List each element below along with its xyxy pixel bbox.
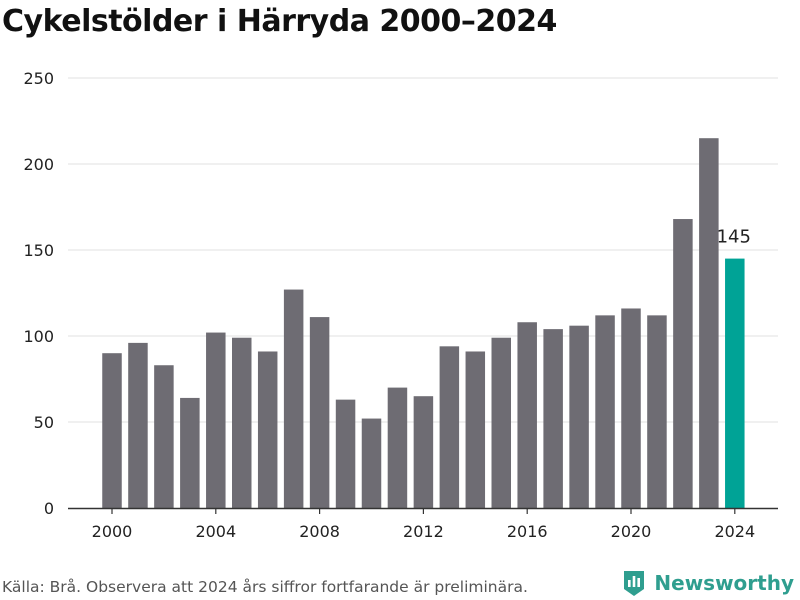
bar-2021 (647, 315, 667, 508)
data-label-2024: 145 (717, 227, 751, 248)
bar-2022 (673, 219, 693, 509)
x-tick-label: 2012 (403, 522, 444, 541)
x-tick-label: 2016 (507, 522, 548, 541)
bar-2006 (257, 351, 278, 508)
x-tick-label: 2000 (92, 522, 133, 541)
y-axis-ticks: 0 50 100 150 200 250 (23, 69, 54, 518)
bar-chart: 0 50 100 150 200 250 2000 2004 2008 2012 2016 2020… (23, 69, 778, 541)
bar-2005 (232, 337, 252, 508)
x-tick-label: 2020 (611, 522, 652, 541)
y-tick-label: 200 (23, 155, 54, 174)
source-note: Källa: Brå. Observera att 2024 års siffr… (2, 578, 528, 596)
bar-2000 (102, 353, 122, 508)
bar-2018 (569, 325, 589, 508)
bar-2004 (206, 332, 226, 508)
y-tick-label: 100 (23, 327, 54, 346)
bar-2013 (439, 346, 460, 508)
brand-name: Newsworthy (654, 571, 794, 595)
bar-2010 (361, 418, 382, 508)
bar-2009 (335, 399, 356, 508)
bar-2008 (309, 317, 330, 508)
y-tick-label: 250 (23, 69, 54, 88)
bar-2002 (154, 365, 174, 508)
bar-2007 (283, 289, 304, 508)
bar-2011 (387, 387, 408, 508)
brand[interactable]: Newsworthy (622, 569, 794, 597)
bar-2015 (491, 337, 511, 508)
bar-2016 (517, 322, 537, 508)
y-tick-label: 0 (44, 499, 54, 518)
bar-2020 (621, 308, 641, 508)
x-tick-label: 2004 (195, 522, 236, 541)
bar-2024 (725, 258, 745, 508)
grid-lines (68, 77, 778, 423)
x-axis: 2000 2004 2008 2012 2016 2020 2024 (68, 507, 778, 541)
data-labels: 145 (717, 227, 751, 248)
newsworthy-logo-icon (624, 571, 645, 596)
bar-2003 (180, 397, 200, 508)
bars (102, 138, 745, 509)
bar-2017 (543, 329, 563, 508)
bar-2019 (595, 315, 615, 508)
y-tick-label: 150 (23, 241, 54, 260)
bar-2023 (699, 138, 719, 508)
x-tick-label: 2024 (714, 522, 755, 541)
x-tick-label: 2008 (299, 522, 340, 541)
y-tick-label: 50 (34, 413, 54, 432)
bar-2001 (128, 342, 148, 508)
bar-2014 (465, 351, 486, 508)
chart-title: Cykelstölder i Härryda 2000–2024 (2, 4, 557, 39)
bar-2012 (413, 396, 434, 508)
